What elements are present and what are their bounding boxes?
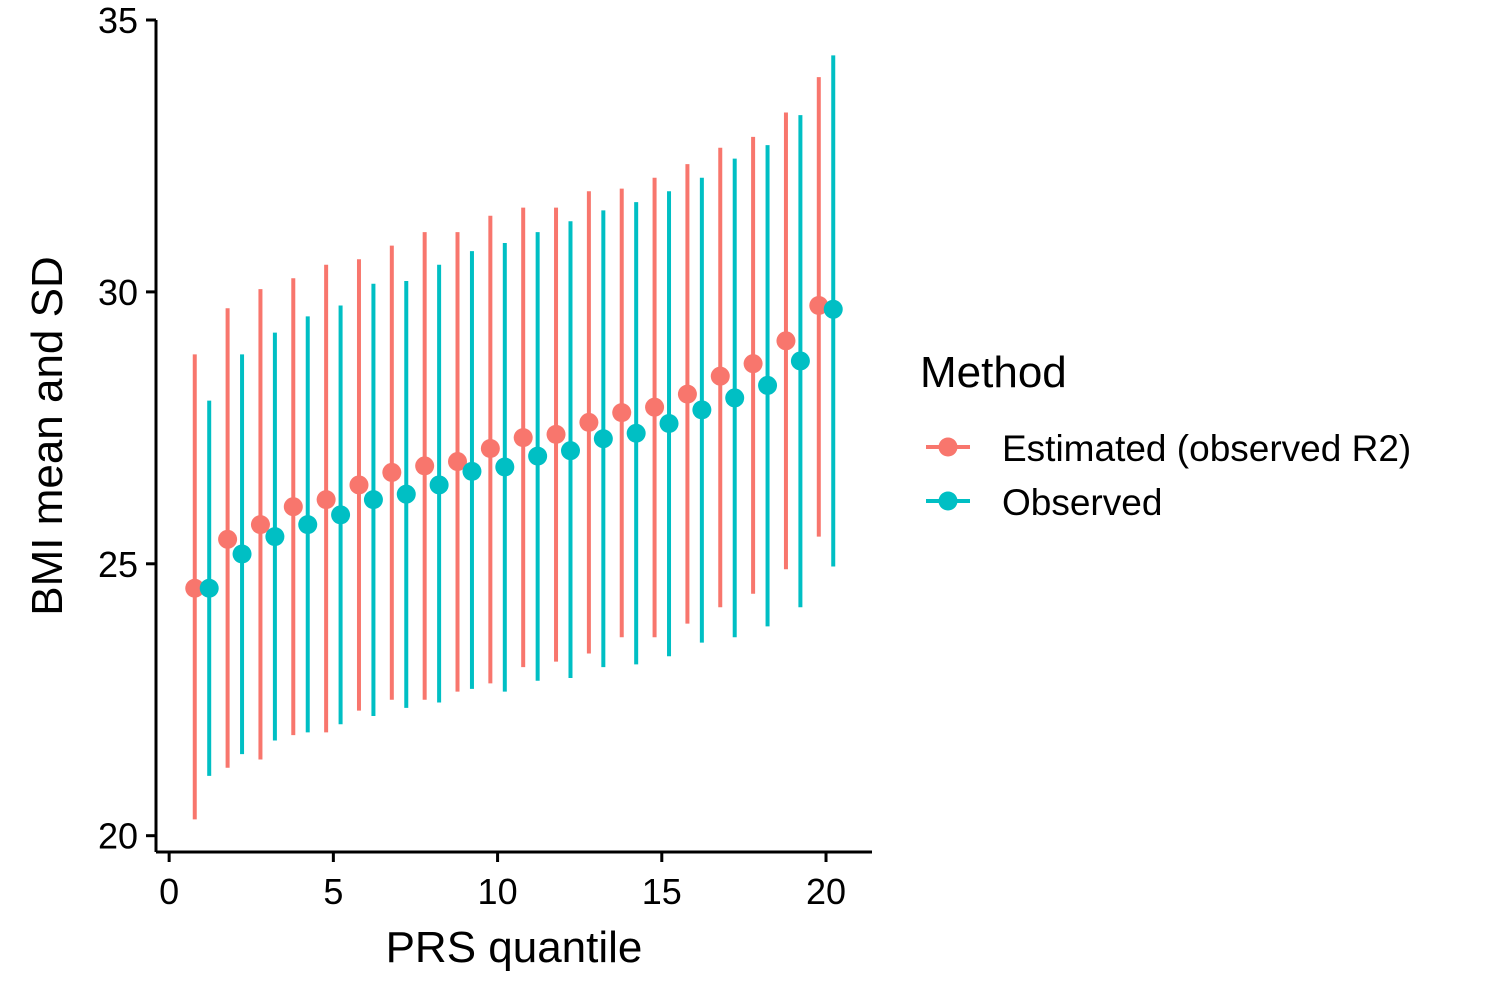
mean-point bbox=[218, 529, 238, 549]
mean-points bbox=[185, 295, 843, 598]
x-tick-label: 10 bbox=[478, 871, 518, 912]
mean-point bbox=[612, 403, 632, 423]
x-tick-label: 0 bbox=[159, 871, 179, 912]
y-tick-label: 35 bbox=[98, 0, 138, 41]
mean-point bbox=[250, 515, 270, 535]
mean-point bbox=[331, 505, 351, 525]
mean-point bbox=[265, 527, 285, 547]
mean-point bbox=[758, 375, 778, 395]
mean-point bbox=[790, 351, 810, 371]
mean-point bbox=[645, 397, 665, 417]
mean-point bbox=[659, 413, 679, 433]
mean-point bbox=[298, 515, 318, 535]
legend-title: Method bbox=[920, 348, 1067, 397]
x-axis-title: PRS quantile bbox=[386, 923, 643, 972]
mean-point bbox=[363, 490, 383, 510]
mean-point bbox=[725, 388, 745, 408]
mean-point bbox=[513, 428, 533, 448]
legend-label: Estimated (observed R2) bbox=[1002, 428, 1411, 469]
y-axis: 20 25 30 35 bbox=[98, 0, 158, 857]
mean-point bbox=[692, 400, 712, 420]
x-tick-label: 5 bbox=[323, 871, 343, 912]
mean-point bbox=[528, 446, 548, 466]
mean-point bbox=[448, 452, 468, 472]
mean-point bbox=[593, 429, 613, 449]
y-tick-label: 30 bbox=[98, 272, 138, 313]
mean-point bbox=[495, 457, 515, 477]
mean-point bbox=[316, 490, 336, 510]
y-tick-label: 20 bbox=[98, 816, 138, 857]
mean-point bbox=[823, 299, 843, 319]
mean-point bbox=[415, 456, 435, 476]
mean-point bbox=[546, 424, 566, 444]
mean-point bbox=[626, 423, 646, 443]
legend: Method Estimated (observed R2) Observed bbox=[920, 348, 1411, 523]
mean-point bbox=[809, 295, 829, 315]
y-tick-label: 25 bbox=[98, 544, 138, 585]
legend-item: Observed bbox=[926, 482, 1162, 523]
legend-key-point bbox=[938, 437, 958, 457]
legend-key-point bbox=[938, 491, 958, 511]
x-axis: 0 5 10 15 20 bbox=[156, 850, 872, 912]
legend-label: Observed bbox=[1002, 482, 1162, 523]
mean-point bbox=[185, 578, 205, 598]
legend-item: Estimated (observed R2) bbox=[926, 428, 1411, 469]
x-tick-label: 15 bbox=[642, 871, 682, 912]
y-axis-title: BMI mean and SD bbox=[23, 256, 72, 616]
mean-point bbox=[462, 461, 482, 481]
mean-point bbox=[743, 354, 763, 374]
mean-point bbox=[560, 441, 580, 461]
mean-point bbox=[199, 578, 219, 598]
mean-point bbox=[579, 412, 599, 432]
mean-point bbox=[382, 462, 402, 482]
plot-area bbox=[185, 55, 843, 820]
mean-point bbox=[677, 384, 697, 404]
mean-point bbox=[349, 475, 369, 495]
mean-point bbox=[283, 497, 303, 517]
mean-point bbox=[429, 475, 449, 495]
mean-point bbox=[710, 366, 730, 386]
legend-items: Estimated (observed R2) Observed bbox=[926, 428, 1411, 523]
x-tick-label: 20 bbox=[806, 871, 846, 912]
mean-point bbox=[232, 544, 252, 564]
mean-point bbox=[396, 484, 416, 504]
mean-point bbox=[776, 331, 796, 351]
mean-point bbox=[480, 439, 500, 459]
